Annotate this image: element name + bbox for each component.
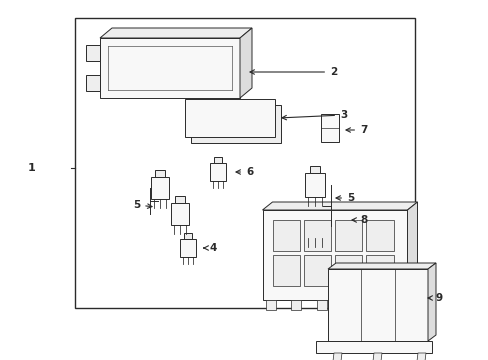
Polygon shape xyxy=(407,202,417,300)
Polygon shape xyxy=(86,75,100,91)
Polygon shape xyxy=(86,45,100,61)
Text: 6: 6 xyxy=(236,167,253,177)
Polygon shape xyxy=(100,28,251,38)
Polygon shape xyxy=(303,220,330,251)
Polygon shape xyxy=(309,207,320,214)
Polygon shape xyxy=(262,202,417,210)
Text: 7: 7 xyxy=(346,125,366,135)
Polygon shape xyxy=(366,220,393,251)
Polygon shape xyxy=(394,300,404,310)
Polygon shape xyxy=(315,341,431,353)
Polygon shape xyxy=(327,269,427,341)
Polygon shape xyxy=(309,166,320,173)
Polygon shape xyxy=(316,300,326,310)
Polygon shape xyxy=(366,255,393,286)
Polygon shape xyxy=(334,220,362,251)
Polygon shape xyxy=(191,105,281,143)
Polygon shape xyxy=(155,170,165,177)
Polygon shape xyxy=(175,196,185,203)
Polygon shape xyxy=(184,99,274,137)
Polygon shape xyxy=(303,255,330,286)
Polygon shape xyxy=(368,300,378,310)
Polygon shape xyxy=(183,233,192,239)
Polygon shape xyxy=(272,220,299,251)
Polygon shape xyxy=(327,263,435,269)
Polygon shape xyxy=(272,255,299,286)
Polygon shape xyxy=(309,210,346,226)
Polygon shape xyxy=(371,353,381,360)
Polygon shape xyxy=(262,210,407,300)
Bar xyxy=(75,18,414,308)
Polygon shape xyxy=(427,263,435,341)
Polygon shape xyxy=(305,173,324,197)
Polygon shape xyxy=(342,300,352,310)
Polygon shape xyxy=(100,38,240,98)
Text: 9: 9 xyxy=(427,293,442,303)
Polygon shape xyxy=(265,300,275,310)
Text: 2: 2 xyxy=(249,67,337,77)
Polygon shape xyxy=(210,163,225,181)
Polygon shape xyxy=(180,239,195,257)
Text: 3: 3 xyxy=(282,110,346,120)
Polygon shape xyxy=(331,353,341,360)
Text: 5: 5 xyxy=(133,200,152,210)
Polygon shape xyxy=(320,114,338,142)
Text: 4: 4 xyxy=(203,243,217,253)
Polygon shape xyxy=(240,28,251,98)
Text: 5: 5 xyxy=(335,193,353,203)
Polygon shape xyxy=(291,300,301,310)
Text: 8: 8 xyxy=(351,215,366,225)
Polygon shape xyxy=(334,255,362,286)
Text: 1: 1 xyxy=(28,163,36,173)
Polygon shape xyxy=(170,203,189,225)
Polygon shape xyxy=(150,177,169,199)
Polygon shape xyxy=(415,353,425,360)
Polygon shape xyxy=(213,157,222,163)
Polygon shape xyxy=(305,214,324,238)
